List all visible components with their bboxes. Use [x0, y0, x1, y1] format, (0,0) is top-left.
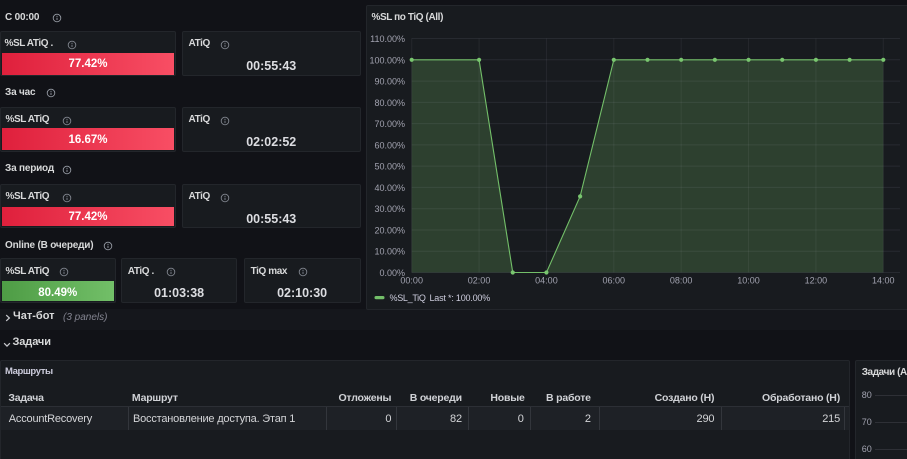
svg-text:0.00%: 0.00% — [379, 268, 405, 278]
svg-text:20.00%: 20.00% — [374, 225, 405, 235]
svg-text:02:00: 02:00 — [468, 275, 491, 285]
svg-text:14:00: 14:00 — [872, 275, 895, 285]
svg-text:110.00%: 110.00% — [370, 34, 405, 44]
svg-text:40.00%: 40.00% — [374, 182, 405, 192]
svg-text:50.00%: 50.00% — [374, 161, 405, 171]
svg-text:08:00: 08:00 — [670, 275, 693, 285]
svg-text:10.00%: 10.00% — [374, 246, 405, 256]
svg-text:00:00: 00:00 — [400, 275, 423, 285]
svg-text:100.00%: 100.00% — [369, 55, 405, 65]
svg-text:%SL_TiQ: %SL_TiQ — [390, 293, 426, 303]
svg-text:60.00%: 60.00% — [374, 140, 405, 150]
svg-text:90.00%: 90.00% — [374, 76, 405, 86]
svg-text:04:00: 04:00 — [535, 275, 558, 285]
svg-text:80.00%: 80.00% — [374, 97, 405, 107]
svg-text:Last *: 100.00%: Last *: 100.00% — [430, 293, 491, 303]
svg-text:30.00%: 30.00% — [374, 204, 405, 214]
svg-text:10:00: 10:00 — [737, 275, 760, 285]
svg-text:06:00: 06:00 — [603, 275, 626, 285]
svg-text:12:00: 12:00 — [805, 275, 828, 285]
svg-text:70.00%: 70.00% — [374, 119, 405, 129]
